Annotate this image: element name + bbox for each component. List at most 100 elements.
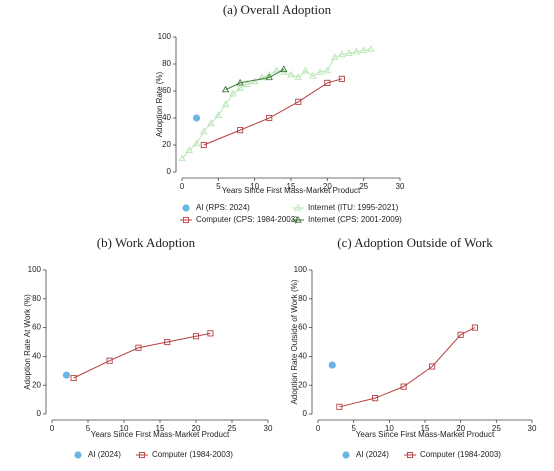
x-tick-label: 10 [250, 182, 259, 191]
x-tick-label: 25 [228, 424, 237, 433]
y-tick-label: 60 [32, 323, 41, 332]
y-tick-label: 80 [298, 294, 307, 303]
point [367, 45, 375, 52]
x-tick-label: 5 [86, 424, 91, 433]
x-tick-label: 15 [287, 182, 296, 191]
point [106, 357, 113, 364]
point [164, 338, 171, 346]
point [287, 70, 295, 78]
point [243, 80, 252, 87]
point [265, 73, 273, 81]
x-tick-label: 0 [180, 182, 185, 191]
y-tick-label: 100 [158, 32, 172, 41]
legend-marker [138, 451, 146, 459]
point [266, 114, 273, 122]
point [70, 374, 77, 382]
point [192, 139, 201, 147]
point [372, 395, 379, 402]
point [330, 53, 339, 60]
point [471, 324, 478, 331]
point [328, 361, 336, 369]
chart: (b) Work Adoption 0 20 40 60 80 100 0 5 10 15 20 25 3… [23, 235, 273, 459]
x-tick-label: 5 [351, 424, 356, 433]
legend-label: Computer (1984-2003) [420, 450, 501, 459]
point [236, 78, 244, 86]
point [214, 111, 223, 118]
legend-label: AI (RPS: 2024) [196, 203, 250, 212]
point [178, 154, 186, 162]
series-line [73, 332, 211, 379]
chart-title: (b) Work Adoption [97, 235, 196, 250]
x-tick-label: 15 [421, 424, 430, 433]
legend-label: Computer (1984-2003) [152, 450, 233, 459]
point [192, 333, 200, 340]
legend-label: Internet (CPS: 2001-2009) [308, 215, 402, 224]
point [309, 72, 317, 79]
x-tick-label: 30 [264, 424, 273, 433]
point [294, 73, 303, 81]
x-axis-label: Years Since First Mass-Market Product [91, 430, 230, 439]
series-line [225, 68, 284, 91]
point [345, 49, 353, 56]
point [207, 119, 215, 127]
point [279, 65, 288, 73]
point [352, 47, 361, 55]
y-tick-label: 20 [298, 380, 307, 389]
y-tick-label: 0 [303, 409, 308, 418]
legend-marker [182, 204, 190, 212]
y-tick-label: 100 [28, 265, 42, 274]
legend-marker [182, 216, 190, 224]
point [295, 98, 302, 105]
legend-label: AI (2024) [356, 450, 389, 459]
y-axis-label: Adoption Rate At Work (%) [23, 294, 32, 390]
y-tick-label: 0 [167, 167, 172, 176]
point [207, 330, 214, 337]
x-axis-label: Years Since First Mass-Market Product [356, 430, 495, 439]
x-tick-label: 30 [396, 182, 405, 191]
point [200, 141, 207, 149]
legend-label: Internet (ITU: 1995-2021) [308, 203, 399, 212]
legend-marker [74, 451, 82, 459]
x-tick-label: 5 [216, 182, 221, 191]
x-tick-label: 0 [50, 424, 55, 433]
point [221, 85, 230, 93]
x-tick-label: 20 [323, 182, 332, 191]
point [338, 75, 345, 82]
series-line [339, 327, 476, 408]
y-tick-label: 40 [32, 352, 41, 361]
chart: (a) Overall Adoption 0 20 40 60 80 100 0 5 10 15 20… [155, 2, 405, 224]
point [135, 344, 142, 351]
x-tick-label: 15 [156, 424, 165, 433]
point [359, 46, 368, 54]
point [336, 403, 343, 410]
legend-marker [294, 203, 302, 211]
point [338, 50, 346, 58]
y-axis-label: Adoption Rate (%) [155, 71, 164, 137]
point [200, 127, 208, 135]
x-tick-label: 25 [359, 182, 368, 191]
point [185, 146, 194, 154]
legend-label: Computer (CPS: 1984-2003) [196, 215, 298, 224]
point [323, 66, 332, 74]
point [324, 79, 331, 86]
y-tick-label: 0 [37, 409, 42, 418]
point [258, 73, 266, 81]
point [229, 89, 237, 97]
point [457, 331, 464, 338]
chart: (c) Adoption Outside of Work020406080100… [290, 235, 537, 459]
point [237, 127, 244, 134]
y-tick-label: 40 [162, 113, 171, 122]
point [236, 84, 244, 91]
x-tick-label: 10 [120, 424, 129, 433]
chart-title: (a) Overall Adoption [223, 2, 332, 17]
chart-title: (c) Adoption Outside of Work [337, 235, 493, 250]
point [62, 371, 70, 379]
point [316, 67, 324, 75]
x-tick-label: 30 [528, 424, 537, 433]
y-tick-label: 80 [162, 59, 171, 68]
x-tick-label: 20 [192, 424, 201, 433]
x-tick-label: 10 [385, 424, 394, 433]
y-tick-label: 40 [298, 352, 307, 361]
y-tick-label: 80 [32, 294, 41, 303]
